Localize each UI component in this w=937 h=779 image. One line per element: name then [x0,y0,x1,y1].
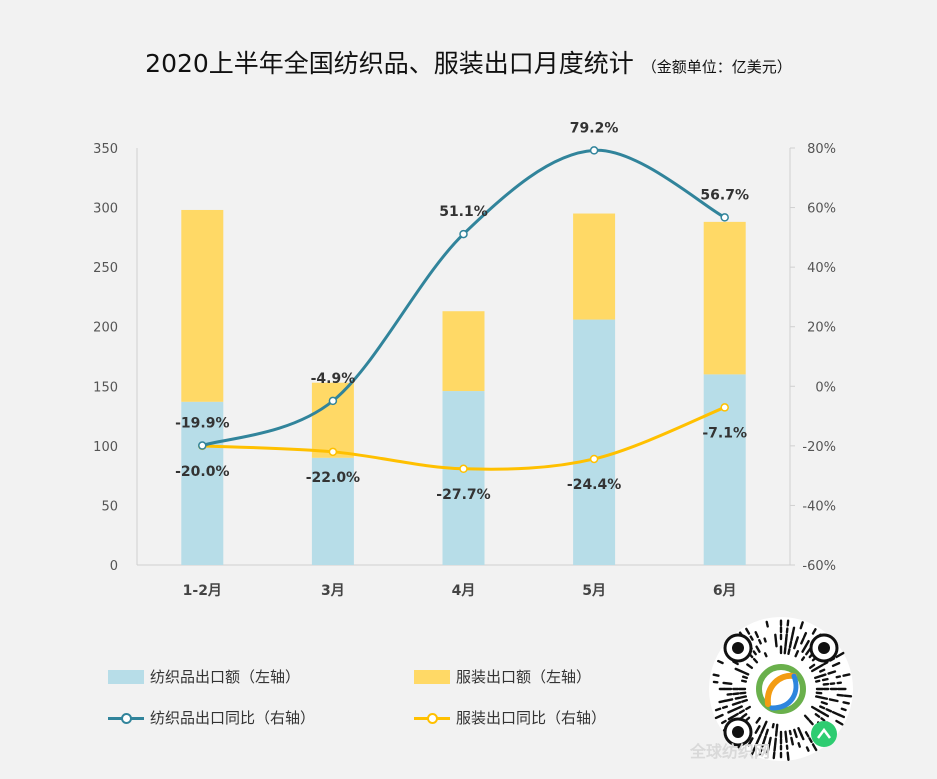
point-textile-yoy [459,229,468,239]
point-apparel-yoy [720,403,729,412]
left-axis-tick-label: 0 [110,559,118,574]
chart-title: 2020上半年全国纺织品、服装出口月度统计 [145,49,634,78]
point-apparel-yoy [459,464,468,474]
right-axis-tick-label: 0% [815,380,836,395]
legend-item-textile-bar: 纺织品出口额（左轴） [108,666,300,687]
legend-swatch-textile-line [108,711,144,725]
data-label-apparel-yoy: -24.4% [567,477,621,493]
x-axis-category-label: 4月 [452,583,476,599]
data-label-textile-yoy: 56.7% [700,187,749,203]
point-textile-yoy [589,146,599,155]
bar-textile [442,391,485,565]
legend-swatch-apparel-bar [414,669,450,684]
watermark-text: 全球纺织网 [690,742,771,761]
legend-item-textile-line: 纺织品出口同比（右轴） [108,707,315,728]
bar-apparel [573,213,616,320]
point-textile-yoy [720,213,729,222]
left-axis-tick-label: 350 [93,142,118,157]
right-axis-tick-label: 20% [807,321,836,336]
bar-textile [573,319,616,565]
chart-title-block: 2020上半年全国纺织品、服装出口月度统计 （金额单位：亿美元） [0,44,937,80]
left-axis-tick-label: 100 [93,440,118,455]
left-axis-tick-label: 250 [93,261,118,276]
data-label-textile-yoy: -4.9% [311,371,356,387]
point-textile-yoy [198,441,207,450]
point-apparel-yoy [589,454,599,464]
data-label-apparel-yoy: -27.7% [436,487,490,503]
data-label-textile-yoy: 79.2% [570,120,619,136]
data-label-textile-yoy: 51.1% [439,204,488,220]
left-axis-tick-label: 150 [93,380,118,395]
x-axis-category-label: 5月 [582,583,606,599]
legend-swatch-apparel-line [414,711,450,725]
right-axis-tick-label: -60% [802,559,836,574]
left-axis-tick-label: 50 [101,499,118,514]
right-axis-tick-label: -40% [802,499,836,514]
data-label-apparel-yoy: -20.0% [175,464,229,480]
legend-label-textile-line: 纺织品出口同比（右轴） [150,709,316,727]
x-axis-category-label: 6月 [713,583,737,599]
data-label-apparel-yoy: -7.1% [702,425,747,441]
legend-label-apparel-line: 服装出口同比（右轴） [456,709,607,727]
legend-label-apparel-bar: 服装出口额（左轴） [456,668,592,686]
data-label-textile-yoy: -19.9% [175,416,229,432]
bar-textile [311,457,354,565]
bar-textile [703,374,746,565]
legend-swatch-textile-bar [108,669,144,684]
right-axis-tick-label: 60% [807,202,836,217]
bar-apparel [181,209,224,402]
bar-apparel [442,311,485,392]
data-label-apparel-yoy: -22.0% [306,470,360,486]
left-axis-tick-label: 200 [93,321,118,336]
qr-code-icon [709,617,853,761]
x-axis-category-label: 1-2月 [183,583,222,599]
bar-textile [181,401,224,565]
x-axis-category-label: 3月 [321,583,345,599]
right-axis-tick-label: 80% [807,142,836,157]
chart-subtitle: （金额单位：亿美元） [641,58,792,76]
point-textile-yoy [328,396,338,406]
legend-item-apparel-bar: 服装出口额（左轴） [414,666,591,687]
legend-item-apparel-line: 服装出口同比（右轴） [414,707,606,728]
right-axis-tick-label: -20% [802,440,836,455]
bar-apparel [703,221,746,375]
point-apparel-yoy [328,447,338,457]
left-axis-tick-label: 300 [93,202,118,217]
legend-label-textile-bar: 纺织品出口额（左轴） [150,668,301,686]
right-axis-tick-label: 40% [807,261,836,276]
bar-apparel [311,382,354,458]
